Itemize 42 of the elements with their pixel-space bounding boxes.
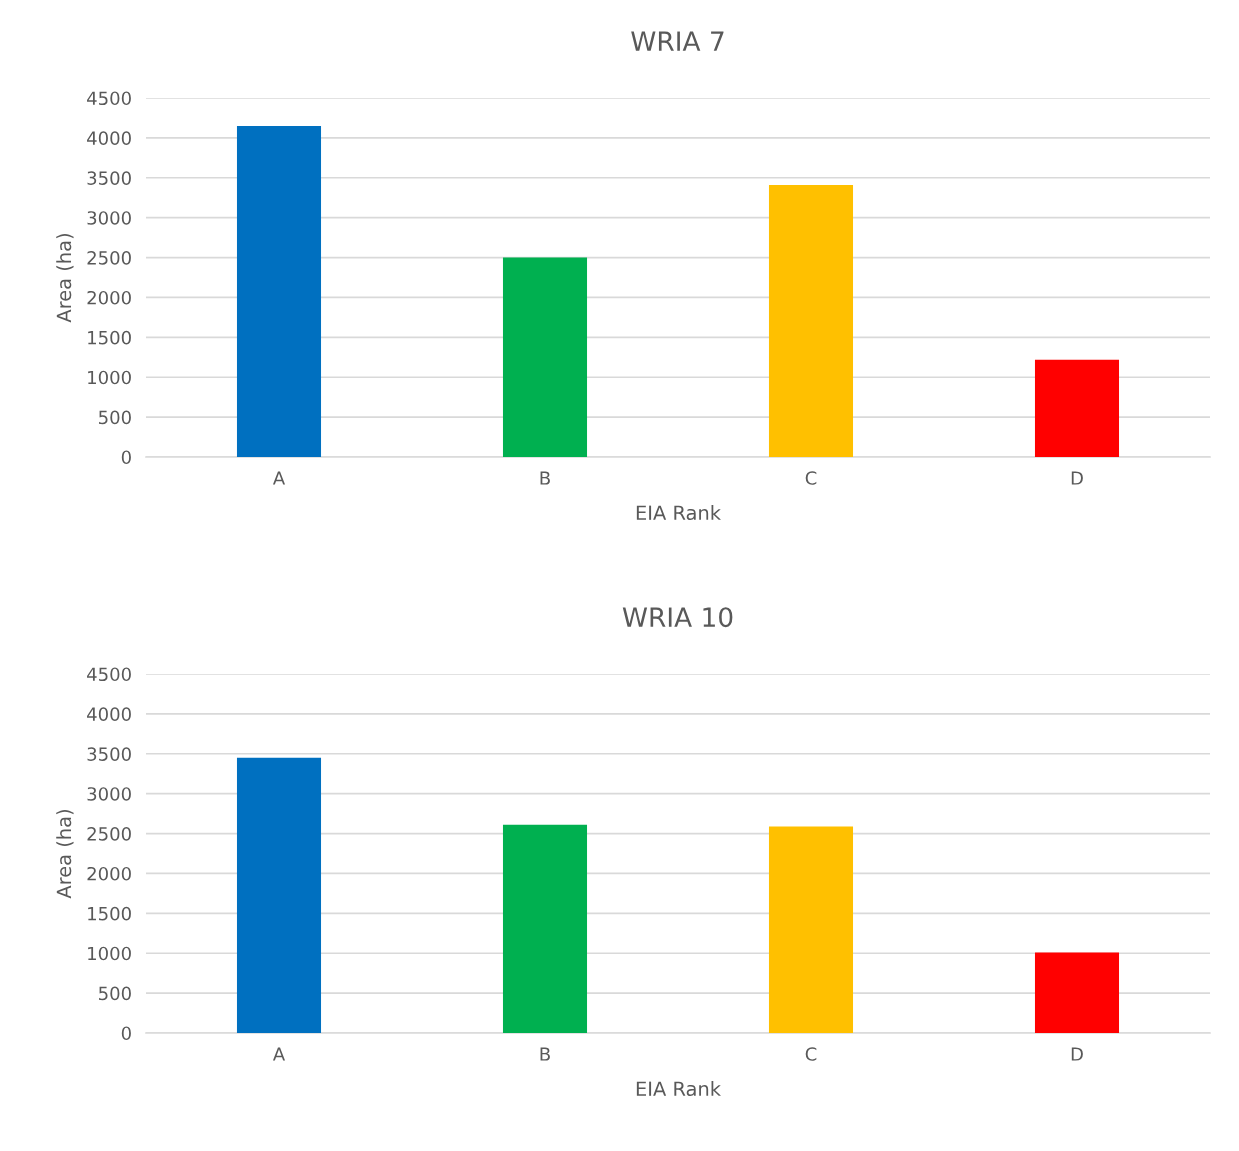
x-tick-label: D bbox=[1071, 471, 1083, 485]
y-tick-label: 2500 bbox=[87, 251, 131, 265]
y-tick-label: 3000 bbox=[87, 211, 131, 225]
y-tick-label: 4000 bbox=[87, 707, 131, 722]
bar bbox=[502, 257, 588, 457]
x-tick-label: A bbox=[272, 471, 286, 485]
y-tick-label: 3500 bbox=[87, 171, 131, 185]
x-tick-label: A bbox=[272, 1047, 286, 1061]
x-tick-label: D bbox=[1071, 1047, 1083, 1061]
x-tick-label: C bbox=[805, 1047, 817, 1061]
x-axis-title: EIA Rank bbox=[636, 505, 721, 521]
bar bbox=[236, 757, 322, 1033]
y-tick-label: 4000 bbox=[87, 131, 131, 146]
x-axis-title: EIA Rank bbox=[636, 1081, 721, 1097]
bar bbox=[1034, 359, 1120, 457]
y-tick-label: 2000 bbox=[87, 290, 131, 305]
y-tick-label: 4500 bbox=[87, 667, 131, 682]
bar bbox=[236, 125, 322, 457]
y-tick-label: 0 bbox=[121, 1026, 131, 1041]
y-tick-label: 3000 bbox=[87, 787, 131, 801]
x-tick-label: B bbox=[540, 1047, 550, 1061]
y-tick-label: 1500 bbox=[88, 330, 131, 345]
x-tick-label: B bbox=[540, 471, 550, 485]
y-tick-label: 1000 bbox=[88, 370, 131, 385]
chart-title: WRIA 7 bbox=[631, 31, 724, 51]
y-tick-label: 2000 bbox=[87, 866, 131, 881]
y-tick-label: 3500 bbox=[87, 747, 131, 761]
x-tick-label: C bbox=[805, 471, 817, 485]
chart-title: WRIA 10 bbox=[622, 607, 733, 628]
bar bbox=[1034, 952, 1120, 1033]
y-axis-title: Area (ha) bbox=[56, 810, 74, 899]
bar bbox=[768, 826, 854, 1033]
y-tick-label: 1500 bbox=[88, 906, 131, 921]
y-tick-label: 4500 bbox=[87, 91, 131, 106]
bar bbox=[502, 824, 588, 1033]
y-tick-label: 1000 bbox=[88, 946, 131, 961]
bar bbox=[768, 184, 854, 457]
y-tick-label: 0 bbox=[121, 450, 131, 465]
y-tick-label: 500 bbox=[99, 986, 131, 1001]
y-tick-label: 2500 bbox=[87, 827, 131, 841]
y-tick-label: 500 bbox=[99, 410, 131, 425]
y-axis-title: Area (ha) bbox=[56, 234, 74, 323]
